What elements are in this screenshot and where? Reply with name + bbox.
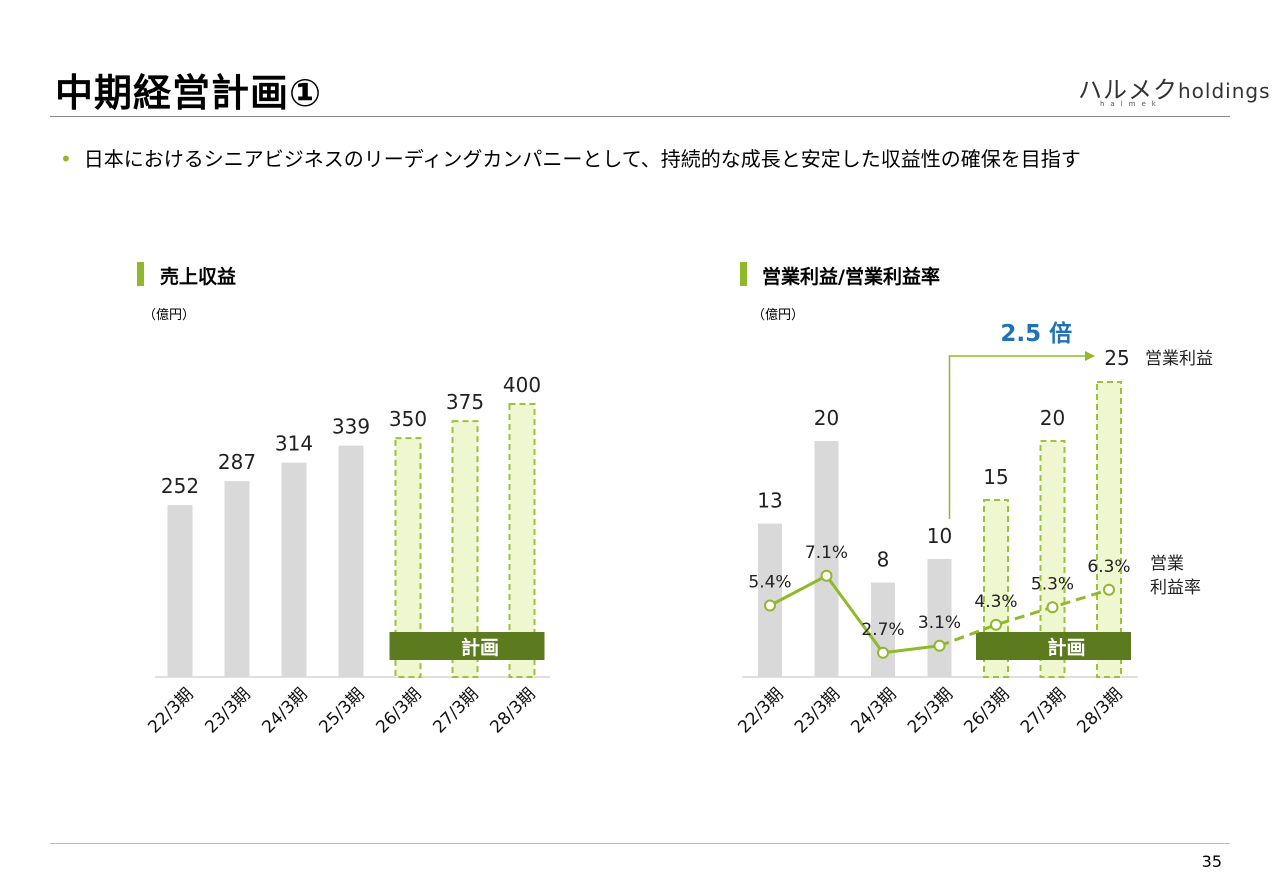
margin-point	[990, 618, 1002, 631]
profit-category-label: 24/3期	[847, 684, 900, 737]
margin-value-label: 2.7%	[861, 620, 904, 640]
revenue-unit-label: （億円）	[143, 308, 196, 323]
profit-value-label: 15	[983, 465, 1008, 489]
section-marker	[740, 262, 747, 286]
profit-bar	[814, 441, 839, 677]
revenue-category-label: 28/3期	[486, 684, 539, 737]
revenue-category-label: 25/3期	[315, 684, 368, 737]
margin-value-label: 4.3%	[974, 592, 1017, 612]
margin-value-label: 7.1%	[805, 543, 848, 563]
revenue-bar	[167, 505, 193, 677]
header-divider	[50, 116, 1230, 117]
profit-unit-label: （億円）	[752, 308, 805, 323]
margin-point	[933, 639, 946, 652]
margin-point	[1046, 601, 1059, 614]
margin-value-label: 5.3%	[1031, 574, 1074, 594]
revenue-category-label: 22/3期	[144, 684, 197, 737]
plan-badge	[976, 632, 1131, 660]
revenue-category-label: 24/3期	[258, 684, 311, 737]
revenue-category-label: 26/3期	[372, 684, 425, 737]
profit-category-label: 25/3期	[904, 684, 957, 737]
profit-chart-title: 営業利益/営業利益率	[762, 266, 940, 288]
revenue-value-label: 314	[275, 432, 313, 456]
margin-value-label: 5.4%	[748, 573, 791, 593]
company-logo: ハルメクholdings halmek	[1078, 70, 1271, 110]
page-number: 35	[1201, 852, 1222, 871]
profit-category-label: 23/3期	[791, 684, 844, 737]
revenue-value-label: 350	[389, 407, 427, 431]
revenue-bar	[508, 403, 536, 678]
margin-line-actual	[769, 573, 940, 655]
margin-point	[877, 646, 889, 659]
bullet-text: 日本におけるシニアビジネスのリーディングカンパニーとして、持続的な成長と安定した…	[83, 147, 1081, 171]
revenue-value-label: 375	[446, 390, 484, 414]
growth-arrowhead-icon	[1085, 351, 1095, 361]
profit-value-label: 20	[814, 406, 839, 430]
growth-multiplier-label: 2.5 倍	[1000, 320, 1072, 347]
profit-bar	[1096, 381, 1122, 678]
legend-margin-line1: 営業	[1150, 554, 1184, 574]
page-title: 中期経営計画①	[55, 71, 323, 115]
margin-line-plan	[938, 588, 1110, 648]
margin-point	[764, 599, 776, 612]
profit-value-label: 13	[757, 489, 782, 513]
profit-category-label: 28/3期	[1073, 684, 1126, 737]
logo-main-text: ハルメク	[1078, 76, 1178, 104]
legend-margin-line2: 利益率	[1150, 578, 1201, 598]
profit-category-label: 22/3期	[734, 684, 787, 737]
bullet-statement: • 日本におけるシニアビジネスのリーディングカンパニーとして、持続的な成長と安定し…	[60, 143, 1081, 172]
revenue-value-label: 339	[332, 415, 370, 439]
logo-suffix-text: holdings	[1178, 79, 1271, 103]
revenue-category-label: 23/3期	[201, 684, 254, 737]
revenue-value-label: 287	[218, 450, 256, 474]
profit-category-label: 27/3期	[1017, 684, 1070, 737]
revenue-value-label: 400	[503, 373, 541, 397]
revenue-chart-title: 売上収益	[160, 266, 237, 288]
plan-badge-label: 計画	[461, 636, 499, 659]
legend-operating-profit: 営業利益	[1145, 349, 1213, 369]
logo-sub-text: halmek	[1100, 100, 1162, 108]
revenue-bar	[281, 462, 307, 677]
plan-badge	[389, 632, 545, 660]
profit-value-label: 20	[1040, 406, 1065, 430]
footer-divider	[50, 843, 1230, 844]
profit-value-label: 10	[927, 524, 952, 548]
bullet-dot-icon: •	[60, 147, 72, 171]
profit-category-label: 26/3期	[960, 684, 1013, 737]
profit-bar	[927, 559, 952, 677]
profit-bar	[871, 582, 895, 677]
revenue-bar	[224, 481, 250, 677]
profit-value-label: 25	[1104, 346, 1129, 370]
revenue-value-label: 252	[161, 474, 199, 498]
margin-point	[1103, 583, 1115, 596]
margin-value-label: 6.3%	[1087, 557, 1130, 577]
plan-badge-label: 計画	[1047, 636, 1085, 659]
revenue-bar	[338, 445, 364, 677]
section-marker	[137, 262, 144, 286]
profit-value-label: 8	[877, 548, 890, 572]
growth-arrow-line	[948, 355, 1087, 519]
revenue-category-label: 27/3期	[429, 684, 482, 737]
margin-value-label: 3.1%	[918, 613, 961, 633]
margin-point	[820, 569, 833, 582]
